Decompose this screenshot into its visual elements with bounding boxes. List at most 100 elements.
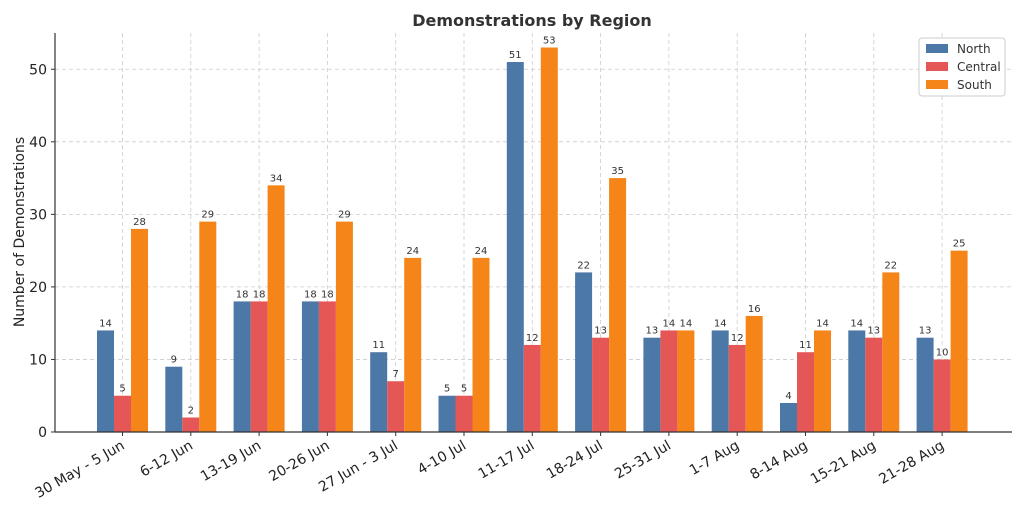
data-label: 10 (936, 347, 949, 358)
x-tick-label: 18-24 Jul (544, 438, 606, 483)
data-label: 9 (171, 355, 177, 366)
data-label: 25 (953, 239, 966, 250)
data-label: 7 (393, 369, 399, 380)
x-tick-label: 21-28 Aug (876, 438, 947, 488)
legend-label: South (957, 78, 992, 92)
data-label: 13 (646, 326, 659, 337)
y-tick-label: 10 (29, 352, 47, 368)
data-label: 5 (119, 384, 125, 395)
y-tick-label: 20 (29, 280, 47, 296)
x-tick-label: 13-19 Jun (198, 438, 264, 485)
bar-north (370, 352, 388, 432)
bar-south (745, 315, 763, 432)
data-label: 24 (406, 246, 419, 257)
data-label: 13 (867, 326, 880, 337)
x-tick-label: 1-7 Aug (687, 438, 742, 479)
bar-north (780, 402, 797, 432)
bar-south (814, 330, 831, 432)
legend-swatch (926, 62, 948, 71)
data-label: 5 (461, 384, 467, 395)
bar-central (728, 344, 746, 432)
data-label: 53 (543, 36, 556, 47)
x-tick-label: 6-12 Jun (137, 438, 195, 481)
bar-north (643, 337, 661, 432)
bar-north (165, 366, 183, 432)
bar-north (711, 330, 729, 432)
y-tick-label: 40 (29, 135, 47, 151)
data-label: 18 (321, 289, 334, 300)
bar-south (540, 47, 558, 432)
data-label: 35 (611, 166, 624, 177)
bar-south (677, 330, 695, 432)
bar-south (131, 228, 148, 432)
bar-central (865, 337, 883, 432)
bar-central (114, 395, 131, 432)
bar-central (318, 301, 336, 432)
data-label: 13 (919, 326, 932, 337)
x-tick-label: 25-31 Jul (612, 438, 674, 483)
chart-title: Demonstrations by Region (412, 11, 652, 30)
bar-central (592, 337, 610, 432)
bar-north (233, 301, 251, 432)
bar-north (916, 337, 934, 432)
x-tick-label: 15-21 Aug (808, 438, 879, 488)
bar-central (387, 381, 405, 432)
bar-central (182, 417, 200, 432)
y-tick-label: 50 (29, 62, 47, 78)
x-tick-label: 4-10 Jul (415, 438, 469, 478)
data-label: 11 (799, 340, 812, 351)
data-label: 11 (372, 340, 385, 351)
legend: North Central South (918, 37, 1006, 97)
x-tick-label: 8-14 Aug (747, 438, 810, 484)
data-label: 24 (475, 246, 488, 257)
data-label: 13 (594, 326, 607, 337)
data-label: 14 (816, 318, 829, 329)
data-label: 22 (577, 260, 590, 271)
bar-central (523, 344, 541, 432)
y-tick-label: 0 (38, 425, 47, 441)
bar-central (455, 395, 473, 432)
bar-south (609, 178, 627, 432)
x-tick-label: 11-17 Jul (476, 438, 538, 483)
data-label: 14 (99, 318, 112, 329)
data-label: 51 (509, 50, 522, 61)
data-label: 22 (884, 260, 897, 271)
bar-central (797, 352, 814, 432)
x-tick-label: 30 May - 5 Jun (33, 438, 128, 502)
bar-central (250, 301, 268, 432)
bar-south (267, 185, 285, 432)
data-label: 12 (731, 333, 744, 344)
bar-south (882, 272, 900, 432)
data-label: 14 (680, 318, 693, 329)
legend-swatch (926, 44, 948, 53)
data-label: 14 (714, 318, 727, 329)
bar-north (97, 330, 114, 432)
legend-label: Central (957, 60, 1001, 74)
bar-south (950, 250, 968, 432)
data-label: 29 (201, 210, 214, 221)
legend-label: North (957, 42, 991, 56)
data-label: 18 (304, 289, 317, 300)
bar-north (301, 301, 319, 432)
data-label: 14 (850, 318, 863, 329)
y-tick-label: 30 (29, 207, 47, 223)
bar-north (848, 330, 866, 432)
data-label: 14 (663, 318, 676, 329)
y-axis-label: Number of Demonstrations (12, 137, 28, 327)
data-label: 34 (270, 173, 283, 184)
data-label: 2 (188, 405, 194, 416)
bar-south (472, 257, 490, 432)
bar-central (660, 330, 678, 432)
data-label: 12 (526, 333, 539, 344)
bar-south (335, 221, 353, 432)
bar-central (933, 359, 951, 432)
legend-swatch (926, 80, 948, 89)
bar-south (404, 257, 422, 432)
bar-north (506, 62, 524, 432)
data-label: 29 (338, 210, 351, 221)
data-label: 18 (253, 289, 266, 300)
bar-south (199, 221, 217, 432)
